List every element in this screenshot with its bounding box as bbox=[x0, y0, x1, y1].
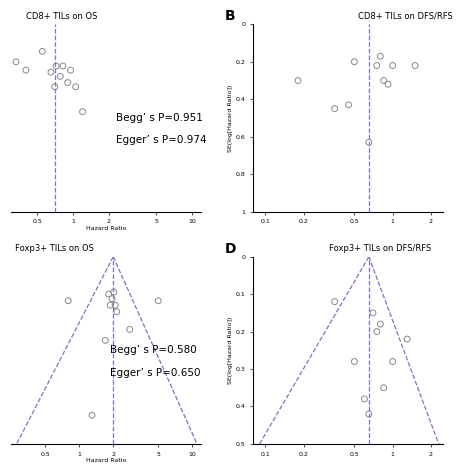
Point bbox=[22, 66, 30, 74]
Point bbox=[72, 83, 80, 91]
Point bbox=[88, 411, 96, 419]
Text: Foxp3+ TILs on DFS/RFS: Foxp3+ TILs on DFS/RFS bbox=[329, 244, 431, 253]
Point bbox=[384, 81, 392, 88]
Text: CD8+ TILs on DFS/RFS: CD8+ TILs on DFS/RFS bbox=[358, 12, 453, 21]
Point bbox=[369, 309, 377, 317]
X-axis label: Hazard Ratio: Hazard Ratio bbox=[86, 458, 127, 463]
Point bbox=[380, 384, 387, 392]
Text: CD8+ TILs on OS: CD8+ TILs on OS bbox=[27, 12, 98, 21]
Text: Egger’ s P=0.650: Egger’ s P=0.650 bbox=[110, 368, 201, 378]
Point bbox=[373, 328, 381, 336]
Point bbox=[376, 53, 384, 60]
Point bbox=[351, 58, 358, 65]
Point bbox=[59, 62, 67, 70]
Point bbox=[12, 58, 20, 65]
Text: D: D bbox=[225, 242, 236, 256]
Text: Foxp3+ TILs on OS: Foxp3+ TILs on OS bbox=[15, 244, 94, 253]
Point bbox=[365, 138, 373, 146]
X-axis label: Hazard Ratio: Hazard Ratio bbox=[86, 226, 127, 230]
Point bbox=[294, 77, 302, 84]
Point bbox=[403, 335, 411, 343]
Y-axis label: SE(log[Hazard Ratio]): SE(log[Hazard Ratio]) bbox=[228, 84, 233, 152]
Point bbox=[345, 101, 352, 109]
Point bbox=[155, 297, 162, 305]
Point bbox=[56, 73, 64, 80]
Text: Begg’ s P=0.951: Begg’ s P=0.951 bbox=[116, 113, 202, 123]
Point bbox=[79, 108, 86, 116]
Point bbox=[111, 301, 119, 309]
Point bbox=[351, 358, 358, 365]
Point bbox=[64, 297, 72, 305]
Point bbox=[38, 47, 46, 55]
Text: Egger’ s P=0.974: Egger’ s P=0.974 bbox=[116, 136, 206, 146]
Point bbox=[389, 62, 396, 69]
Point bbox=[105, 291, 112, 298]
Point bbox=[107, 301, 114, 309]
Point bbox=[411, 62, 419, 69]
Point bbox=[67, 66, 74, 74]
Point bbox=[101, 337, 109, 344]
Point bbox=[0, 166, 6, 173]
Text: Begg’ s P=0.580: Begg’ s P=0.580 bbox=[110, 345, 197, 356]
Text: B: B bbox=[225, 9, 235, 23]
Point bbox=[361, 395, 368, 403]
Point bbox=[365, 410, 373, 418]
Point bbox=[126, 326, 134, 333]
Point bbox=[389, 358, 396, 365]
Point bbox=[373, 62, 381, 69]
Point bbox=[110, 288, 118, 296]
Point bbox=[53, 62, 60, 70]
Point bbox=[331, 298, 338, 305]
Point bbox=[51, 83, 59, 91]
Point bbox=[331, 105, 338, 112]
Point bbox=[47, 68, 55, 76]
Point bbox=[64, 79, 72, 86]
Point bbox=[376, 320, 384, 328]
Y-axis label: SE(log[Hazard Ratio]): SE(log[Hazard Ratio]) bbox=[228, 317, 233, 384]
Point bbox=[380, 77, 387, 84]
Point bbox=[113, 308, 120, 316]
Point bbox=[108, 295, 116, 302]
